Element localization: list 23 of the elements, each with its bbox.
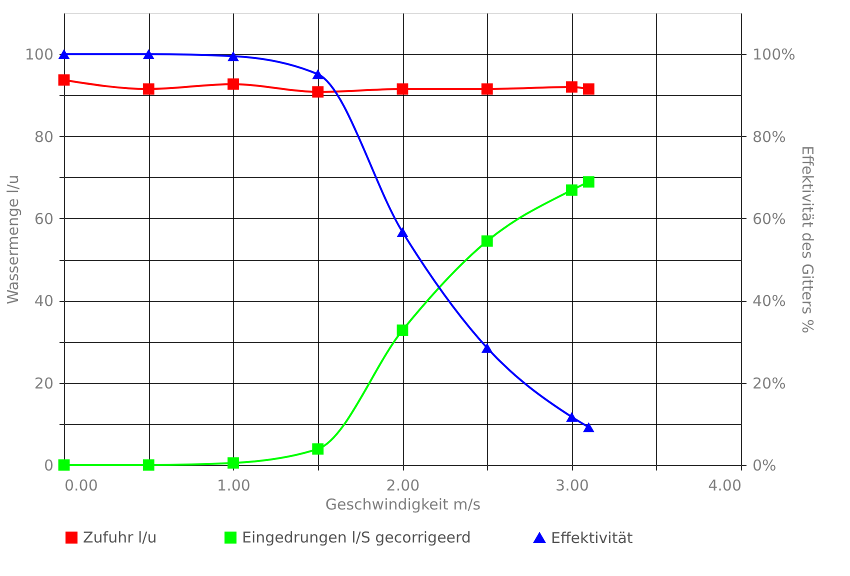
y-tick-label: 60 [34,210,54,228]
y-tick-label: 20 [34,374,54,392]
y2-tick-label: 60% [752,210,786,228]
y-tick-label: 0 [44,456,54,474]
y-tick-label: 80 [34,128,54,146]
y2-tick-label: 80% [752,128,786,146]
legend-label: Eingedrungen l/S gecorrigeerd [242,528,471,547]
y2-tick-label: 0% [752,456,776,474]
x-axis-title: Geschwindigkeit m/s [325,496,481,514]
y2-axis-title: Effektivität des Gitters % [798,146,816,334]
x-tick-label: 3.00 [556,476,589,494]
x-tick-label: 0.00 [64,476,98,494]
legend-label: Zufuhr l/u [83,528,157,547]
y2-tick-label: 100% [752,46,796,64]
y-tick-label: 40 [34,292,54,310]
y2-tick-label: 40% [752,292,786,310]
y-tick-label: 100 [24,46,54,64]
y2-tick-label: 20% [752,374,786,392]
x-tick-label: 2.00 [386,476,420,494]
y-axis-title: Wassermenge l/u [4,174,22,304]
x-tick-label: 1.00 [217,476,250,494]
legend-label: Effektivität [551,528,633,547]
x-tick-label: 4.00 [708,476,742,494]
